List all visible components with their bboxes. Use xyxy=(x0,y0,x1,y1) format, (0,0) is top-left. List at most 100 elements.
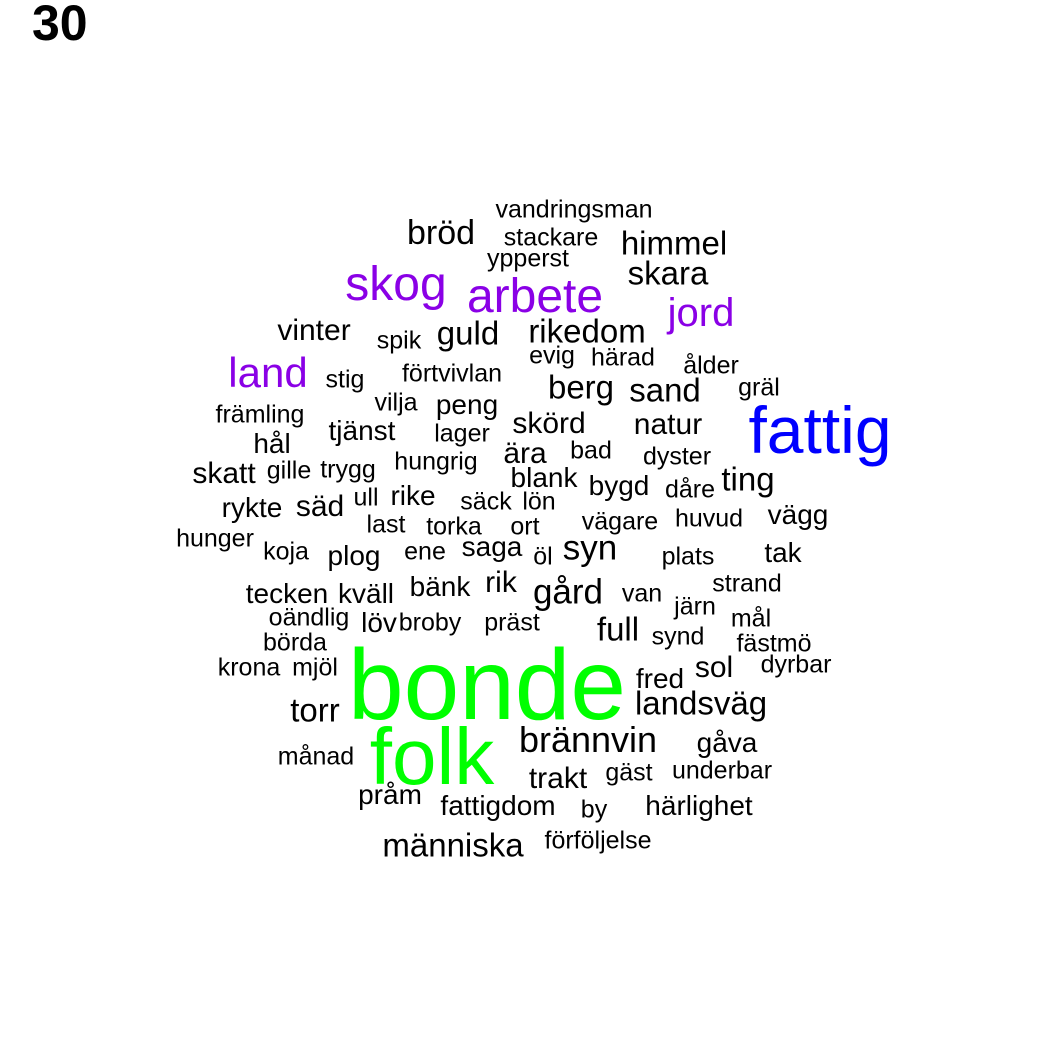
word-cloud-word: fattigdom xyxy=(440,790,556,821)
word-cloud-word: rykte xyxy=(221,492,283,523)
word-cloud-word: skörd xyxy=(512,407,586,440)
panel-number: 30 xyxy=(32,0,88,51)
word-cloud-word: evig xyxy=(529,341,575,370)
word-cloud-word: vinter xyxy=(277,314,351,347)
word-cloud-word: krona xyxy=(217,653,281,682)
word-cloud-word: gräl xyxy=(738,373,780,402)
word-cloud-word: öl xyxy=(533,542,553,571)
word-cloud-word: gäst xyxy=(605,758,653,787)
word-cloud-word: skog xyxy=(345,258,447,311)
word-cloud-word: stackare xyxy=(503,223,599,252)
word-cloud-word: härad xyxy=(591,343,655,372)
word-cloud-word: förföljelse xyxy=(544,826,652,855)
word-cloud-word: skatt xyxy=(192,457,256,490)
word-cloud-word: tjänst xyxy=(328,415,396,446)
word-cloud-word: förtvivlan xyxy=(401,359,503,388)
word-cloud-word: ålder xyxy=(683,351,739,380)
word-cloud-word: brännvin xyxy=(518,719,658,760)
word-cloud-word: ull xyxy=(353,483,379,512)
word-cloud-word: bröd xyxy=(406,214,476,252)
word-cloud-word: lön xyxy=(522,487,556,516)
word-cloud-word: dyster xyxy=(642,442,712,471)
word-cloud-word: härlighet xyxy=(645,790,753,821)
word-cloud-word: van xyxy=(621,579,663,608)
word-cloud-word: koja xyxy=(263,537,309,566)
word-cloud-word: peng xyxy=(435,389,499,420)
word-cloud-word: blank xyxy=(510,462,578,493)
word-cloud-word: mål xyxy=(730,604,772,633)
word-cloud-word: torka xyxy=(426,512,482,541)
word-cloud-word: ene xyxy=(404,537,446,566)
word-cloud-word: lager xyxy=(434,419,490,448)
word-cloud-word: bygd xyxy=(588,470,650,501)
word-cloud-word: vandringsman xyxy=(495,195,653,224)
word-cloud-word: folk xyxy=(369,712,495,801)
word-cloud-word: börda xyxy=(263,628,327,657)
word-cloud-word: full xyxy=(596,610,640,648)
word-cloud-word: vägare xyxy=(581,507,659,536)
word-cloud-word: strand xyxy=(712,569,782,598)
word-cloud-word: landsväg xyxy=(634,684,768,722)
word-cloud-word: bänk xyxy=(409,571,471,602)
word-cloud-word: gård xyxy=(532,572,604,612)
word-cloud-word: gåva xyxy=(696,727,758,758)
word-cloud-word: trygg xyxy=(320,455,376,484)
word-cloud-word: fästmö xyxy=(736,629,812,658)
word-cloud-word: broby xyxy=(398,608,462,637)
word-cloud-word: jord xyxy=(667,291,735,335)
word-cloud-word: spik xyxy=(376,326,422,355)
word-cloud-word: järn xyxy=(674,592,716,621)
word-cloud-word: ära xyxy=(503,437,547,470)
word-cloud-word: plats xyxy=(661,542,715,571)
word-cloud-word: präst xyxy=(484,608,540,637)
word-cloud-word: last xyxy=(366,510,406,539)
word-cloud-word: berg xyxy=(547,368,615,406)
word-cloud-word: dåre xyxy=(664,475,716,504)
word-cloud-word: hungrig xyxy=(394,447,478,476)
word-cloud-word: torr xyxy=(290,691,340,729)
word-cloud-word: fattig xyxy=(748,393,892,467)
word-cloud-word: tecken xyxy=(245,578,329,609)
word-cloud-word: fred xyxy=(635,663,685,694)
word-cloud-word: bad xyxy=(570,436,612,465)
word-cloud-word: säd xyxy=(295,490,345,523)
word-cloud-word: saga xyxy=(461,531,523,562)
word-cloud-word: ort xyxy=(510,512,540,541)
word-cloud-word: himmel xyxy=(620,224,728,262)
word-cloud-word: by xyxy=(580,795,608,824)
word-cloud-word: land xyxy=(228,349,308,396)
word-cloud-word: månad xyxy=(277,742,355,771)
word-cloud-word: plog xyxy=(327,540,381,571)
word-cloud-word: natur xyxy=(633,408,703,441)
word-cloud-word: ting xyxy=(721,460,775,498)
word-cloud-word: hål xyxy=(253,428,291,459)
word-cloud-word: sand xyxy=(629,371,701,409)
word-cloud-word: människa xyxy=(382,826,524,864)
word-cloud-word: trakt xyxy=(528,762,588,795)
word-cloud-word: rikedom xyxy=(528,312,646,350)
word-cloud-word: huvud xyxy=(674,504,744,533)
word-cloud-word: guld xyxy=(436,314,500,352)
word-cloud-word: stig xyxy=(325,365,365,394)
word-cloud-word: kväll xyxy=(337,578,395,609)
word-cloud-word: löv xyxy=(361,607,397,638)
word-cloud-word: mjöl xyxy=(292,653,338,682)
word-cloud-word: rike xyxy=(390,480,436,511)
word-cloud-word: vägg xyxy=(767,499,829,530)
word-cloud-word: sol xyxy=(694,651,734,684)
word-cloud-word: säck xyxy=(460,487,512,516)
word-cloud-word: hunger xyxy=(176,524,254,553)
word-cloud-word: bonde xyxy=(347,629,627,741)
word-cloud-word: underbar xyxy=(671,756,773,785)
word-cloud-word: ypperst xyxy=(487,244,569,273)
word-cloud-word: synd xyxy=(651,622,705,651)
word-cloud-word: arbete xyxy=(466,270,604,323)
word-cloud-word: tak xyxy=(764,537,802,568)
word-cloud-word: oändlig xyxy=(268,603,350,632)
word-cloud-word: dyrbar xyxy=(760,650,832,679)
word-cloud-word: pråm xyxy=(358,779,422,810)
word-cloud-word: syn xyxy=(562,528,618,568)
word-cloud-word: rik xyxy=(485,566,517,599)
word-cloud-word: främling xyxy=(215,400,305,429)
